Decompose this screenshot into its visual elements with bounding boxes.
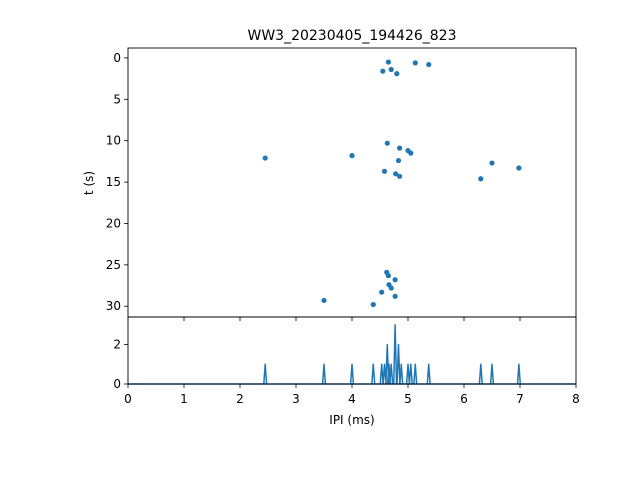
histogram-x-tick-label: 4 xyxy=(348,392,356,406)
scatter-point xyxy=(380,68,386,74)
histogram-panel: 0 2 0 1 2 3 4 5 6 7 8 xyxy=(113,316,580,406)
scatter-point xyxy=(385,273,391,279)
histogram-peak xyxy=(379,363,384,385)
histogram-x-tick-label: 8 xyxy=(572,392,580,406)
histogram-x-tick-label: 5 xyxy=(404,392,412,406)
scatter-point xyxy=(516,165,522,171)
chart-title: WW3_20230405_194426_823 xyxy=(247,28,456,44)
scatter-point xyxy=(408,150,414,156)
scatter-y-tick-label: 0 xyxy=(113,51,121,65)
scatter-point xyxy=(392,277,398,283)
scatter-y-axis-label: t (s) xyxy=(82,171,96,195)
scatter-y-tick-label: 10 xyxy=(106,134,121,148)
scatter-y-tick-label: 20 xyxy=(106,216,121,230)
scatter-point xyxy=(370,301,376,308)
scatter-point xyxy=(392,293,398,299)
scatter-point xyxy=(489,160,495,166)
scatter-point xyxy=(397,173,403,179)
scatter-point xyxy=(412,60,418,66)
scatter-point xyxy=(321,297,327,304)
histogram-peak xyxy=(489,363,495,385)
histogram-peak xyxy=(396,343,401,385)
histogram-peak xyxy=(371,363,376,385)
scatter-y-tick-label: 15 xyxy=(106,175,121,189)
histogram-peak xyxy=(263,363,268,385)
scatter-point xyxy=(349,153,355,159)
histogram-peak xyxy=(405,363,411,385)
scatter-point xyxy=(426,61,432,68)
scatter-point xyxy=(384,140,390,146)
histogram-x-tick-label: 7 xyxy=(516,392,524,406)
histogram-x-tick-label: 3 xyxy=(292,392,300,406)
scatter-point xyxy=(381,168,388,174)
scatter-point xyxy=(388,66,394,73)
scatter-point xyxy=(379,289,385,295)
scatter-point xyxy=(393,171,399,177)
scatter-point xyxy=(388,285,394,291)
histogram-x-axis-label: IPI (ms) xyxy=(329,413,374,427)
histogram-x-tick-label: 1 xyxy=(180,392,188,406)
histogram-peak xyxy=(349,363,355,385)
scatter-y-tick-label: 5 xyxy=(113,92,121,106)
scatter-point xyxy=(478,176,484,182)
histogram-peak xyxy=(389,363,394,385)
histogram-x-tick-label: 2 xyxy=(236,392,244,406)
histogram-peak xyxy=(478,363,483,385)
histogram-x-tick-label: 0 xyxy=(124,392,132,406)
scatter-y-tick-label: 25 xyxy=(106,258,121,272)
scatter-point xyxy=(395,157,402,164)
histogram-y-tick-label: 0 xyxy=(113,377,121,391)
histogram-peak xyxy=(426,363,431,385)
scatter-point xyxy=(394,71,400,77)
histogram-peak xyxy=(321,363,327,385)
scatter-panel: 0 5 10 15 20 25 30 xyxy=(106,47,577,321)
scatter-point xyxy=(385,59,391,65)
histogram-y-tick-label: 2 xyxy=(113,338,121,352)
histogram-peak xyxy=(413,363,418,385)
histogram-peak xyxy=(516,363,522,385)
scatter-point xyxy=(262,155,268,161)
histogram-peak xyxy=(399,363,404,385)
histogram-x-tick-label: 6 xyxy=(460,392,468,406)
scatter-point xyxy=(397,145,403,151)
histogram-peak xyxy=(408,363,413,385)
histogram-peak xyxy=(392,324,398,385)
scatter-y-tick-label: 30 xyxy=(106,299,121,313)
